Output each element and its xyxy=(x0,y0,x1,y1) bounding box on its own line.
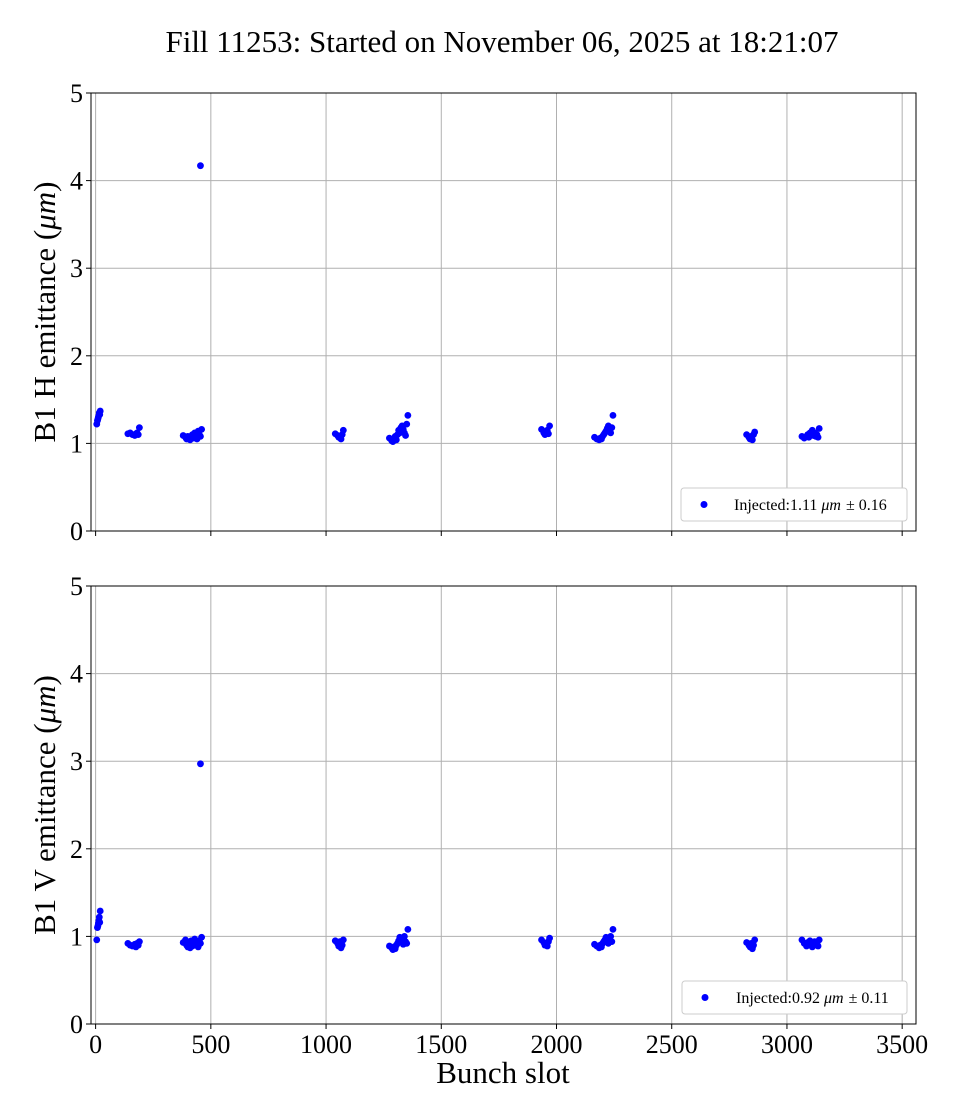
top-point xyxy=(197,162,204,170)
bottom-point xyxy=(197,940,204,947)
bottom-legend-pm: ± 0.11 xyxy=(849,990,889,1007)
top-point xyxy=(134,431,142,439)
top-point xyxy=(748,436,756,444)
bottom-ylabel-close: ) xyxy=(27,675,62,685)
bottom-point xyxy=(814,942,822,950)
top-point xyxy=(608,424,616,432)
top-ytick-label-4: 4 xyxy=(70,167,83,196)
bottom-ytick-label-4: 4 xyxy=(70,660,83,689)
top-ytick-label-5: 5 xyxy=(70,79,83,108)
top-ytick-label-2: 2 xyxy=(70,342,83,371)
chart-title: Fill 11253: Started on November 06, 2025… xyxy=(165,24,838,59)
bottom-ticks: 0 500 1000 1500 2000 2500 3000 3500 0 1 2 3 4 5 xyxy=(70,572,928,1059)
top-ylabel-unit: μm xyxy=(27,192,62,231)
bottom-legend-value: 0.92 xyxy=(792,990,820,1007)
top-ylabel-main: B1 H emittance ( xyxy=(27,230,62,443)
xlabel: Bunch slot xyxy=(436,1055,570,1090)
top-ticks: 0 1 2 3 4 5 xyxy=(70,79,903,546)
top-point xyxy=(404,411,412,419)
bottom-point xyxy=(751,936,759,944)
bottom-point xyxy=(404,925,412,933)
bottom-ylabel: B1 V emittance (μm) xyxy=(27,675,62,935)
top-data-points xyxy=(93,162,823,446)
bottom-xtick-label-2500: 2500 xyxy=(646,1030,698,1059)
bottom-plot-frame xyxy=(90,585,917,1025)
bottom-point xyxy=(339,936,347,944)
bottom-ytick-label-3: 3 xyxy=(70,747,83,776)
top-ytick-label-3: 3 xyxy=(70,254,83,283)
bottom-point xyxy=(93,936,101,944)
top-legend-prefix: Injected: xyxy=(734,497,790,514)
bottom-point xyxy=(750,941,757,949)
top-legend-box xyxy=(680,487,908,522)
top-point xyxy=(607,429,615,437)
top-ytick-label-1: 1 xyxy=(70,429,83,458)
bottom-xtick-label-3500: 3500 xyxy=(876,1030,928,1059)
top-point xyxy=(198,425,206,433)
top-legend-marker xyxy=(700,501,708,508)
top-plot-frame xyxy=(90,92,917,532)
top-point xyxy=(135,424,143,432)
top-point xyxy=(339,426,347,434)
bottom-point xyxy=(401,933,408,940)
bottom-legend-unit: μm xyxy=(823,990,844,1007)
bottom-xtick-label-2000: 2000 xyxy=(531,1030,583,1059)
bottom-point xyxy=(197,760,204,768)
top-legend-value: 1.11 xyxy=(790,497,817,514)
top-point xyxy=(751,428,759,436)
top-point xyxy=(814,433,822,441)
bottom-legend-label: Injected:0.92 μm ± 0.11 xyxy=(736,990,889,1007)
bottom-point xyxy=(815,936,823,944)
bottom-point xyxy=(96,918,104,926)
top-legend-pm: ± 0.16 xyxy=(846,497,887,514)
bottom-ytick-label-5: 5 xyxy=(70,572,83,601)
bottom-ylabel-main: B1 V emittance ( xyxy=(27,723,62,935)
bottom-point xyxy=(95,913,103,921)
top-ylabel: B1 H emittance (μm) xyxy=(27,182,62,443)
bottom-legend-marker xyxy=(701,994,709,1001)
top-point xyxy=(546,422,553,430)
bottom-point xyxy=(609,925,617,933)
top-point xyxy=(402,432,409,439)
bottom-ytick-label-2: 2 xyxy=(70,835,83,864)
top-point xyxy=(609,411,617,419)
bottom-data-points xyxy=(93,760,823,953)
bottom-panel-v-emittance: 0 500 1000 1500 2000 2500 3000 3500 0 1 2 3 4 5 B1 V … xyxy=(27,572,928,1059)
top-legend-label: Injected:1.11 μm ± 0.16 xyxy=(734,497,887,514)
bottom-legend-prefix: Injected: xyxy=(736,990,792,1007)
bottom-point xyxy=(403,940,411,947)
bottom-xtick-label-3000: 3000 xyxy=(761,1030,813,1059)
bottom-legend: Injected:0.92 μm ± 0.11 xyxy=(681,980,908,1015)
top-point xyxy=(815,425,823,432)
top-legend-unit: μm xyxy=(820,497,841,514)
bottom-legend-box xyxy=(681,980,908,1015)
bottom-point xyxy=(546,934,553,942)
bottom-ytick-label-1: 1 xyxy=(70,922,83,951)
bottom-point xyxy=(338,941,346,949)
bottom-point xyxy=(135,938,143,946)
top-point xyxy=(197,432,204,440)
bottom-xtick-label-1500: 1500 xyxy=(415,1030,467,1059)
bottom-point xyxy=(198,933,206,941)
bottom-point xyxy=(607,933,615,940)
top-ytick-label-0: 0 xyxy=(70,517,83,546)
top-point xyxy=(96,407,104,415)
top-point xyxy=(403,420,411,428)
top-point xyxy=(545,430,552,438)
bottom-point xyxy=(96,907,104,915)
bottom-xtick-label-0: 0 xyxy=(89,1030,102,1059)
top-legend: Injected:1.11 μm ± 0.16 xyxy=(680,487,908,522)
bottom-ylabel-unit: μm xyxy=(27,685,62,724)
bottom-xtick-label-500: 500 xyxy=(191,1030,230,1059)
bottom-xtick-label-1000: 1000 xyxy=(300,1030,352,1059)
bottom-point xyxy=(608,938,616,946)
top-ylabel-close: ) xyxy=(27,182,62,192)
top-point xyxy=(392,436,400,444)
bottom-ytick-label-0: 0 xyxy=(70,1010,83,1039)
